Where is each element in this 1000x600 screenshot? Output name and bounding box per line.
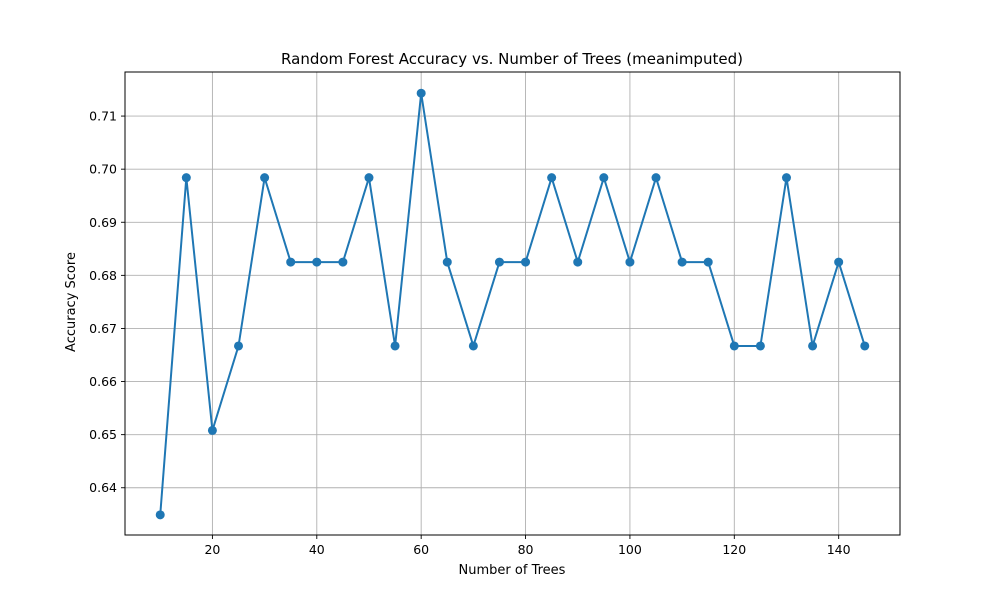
- grid-lines: [125, 72, 900, 535]
- x-tick-label: 40: [309, 542, 325, 557]
- data-point: [677, 257, 687, 267]
- data-point: [625, 257, 635, 267]
- data-point: [781, 173, 791, 183]
- x-axis-label: Number of Trees: [459, 563, 566, 578]
- y-axis-label: Accuracy Score: [64, 252, 79, 352]
- data-point: [808, 341, 818, 351]
- data-point: [155, 510, 165, 520]
- y-tick-label: 0.66: [89, 374, 117, 389]
- data-point: [390, 341, 400, 351]
- x-tick-label: 100: [618, 542, 642, 557]
- y-tick-label: 0.68: [89, 268, 117, 283]
- data-point: [364, 173, 374, 183]
- y-tick-label: 0.67: [89, 321, 117, 336]
- y-tick-label: 0.65: [89, 427, 117, 442]
- data-point: [860, 341, 870, 351]
- data-point: [468, 341, 478, 351]
- x-axis-ticks: 20 40 60 80 100 120 140: [204, 535, 851, 557]
- data-point: [181, 173, 191, 183]
- data-point: [442, 257, 452, 267]
- x-tick-label: 60: [413, 542, 429, 557]
- y-tick-label: 0.71: [89, 109, 117, 124]
- y-axis-ticks: 0.64 0.65 0.66 0.67 0.68 0.69 0.70 0.71: [89, 109, 125, 495]
- data-point: [521, 257, 531, 267]
- data-point: [286, 257, 296, 267]
- plot-frame: [124, 71, 901, 536]
- data-point: [599, 173, 609, 183]
- x-tick-label: 80: [518, 542, 534, 557]
- data-point: [312, 257, 322, 267]
- y-tick-label: 0.70: [89, 162, 117, 177]
- data-point: [755, 341, 765, 351]
- chart-title: Random Forest Accuracy vs. Number of Tre…: [281, 50, 743, 68]
- series-layer: [155, 88, 870, 520]
- data-point: [338, 257, 348, 267]
- data-point: [260, 173, 270, 183]
- data-point: [651, 173, 661, 183]
- x-tick-label: 20: [204, 542, 220, 557]
- data-point: [834, 257, 844, 267]
- x-tick-label: 120: [722, 542, 746, 557]
- y-tick-label: 0.69: [89, 215, 117, 230]
- data-point: [416, 88, 426, 98]
- data-point: [494, 257, 504, 267]
- data-point: [234, 341, 244, 351]
- data-point: [703, 257, 713, 267]
- data-point: [207, 425, 217, 435]
- y-tick-label: 0.64: [89, 480, 117, 495]
- data-point: [729, 341, 739, 351]
- data-point: [547, 173, 557, 183]
- series-line: [159, 92, 866, 515]
- data-point: [573, 257, 583, 267]
- x-tick-label: 140: [827, 542, 851, 557]
